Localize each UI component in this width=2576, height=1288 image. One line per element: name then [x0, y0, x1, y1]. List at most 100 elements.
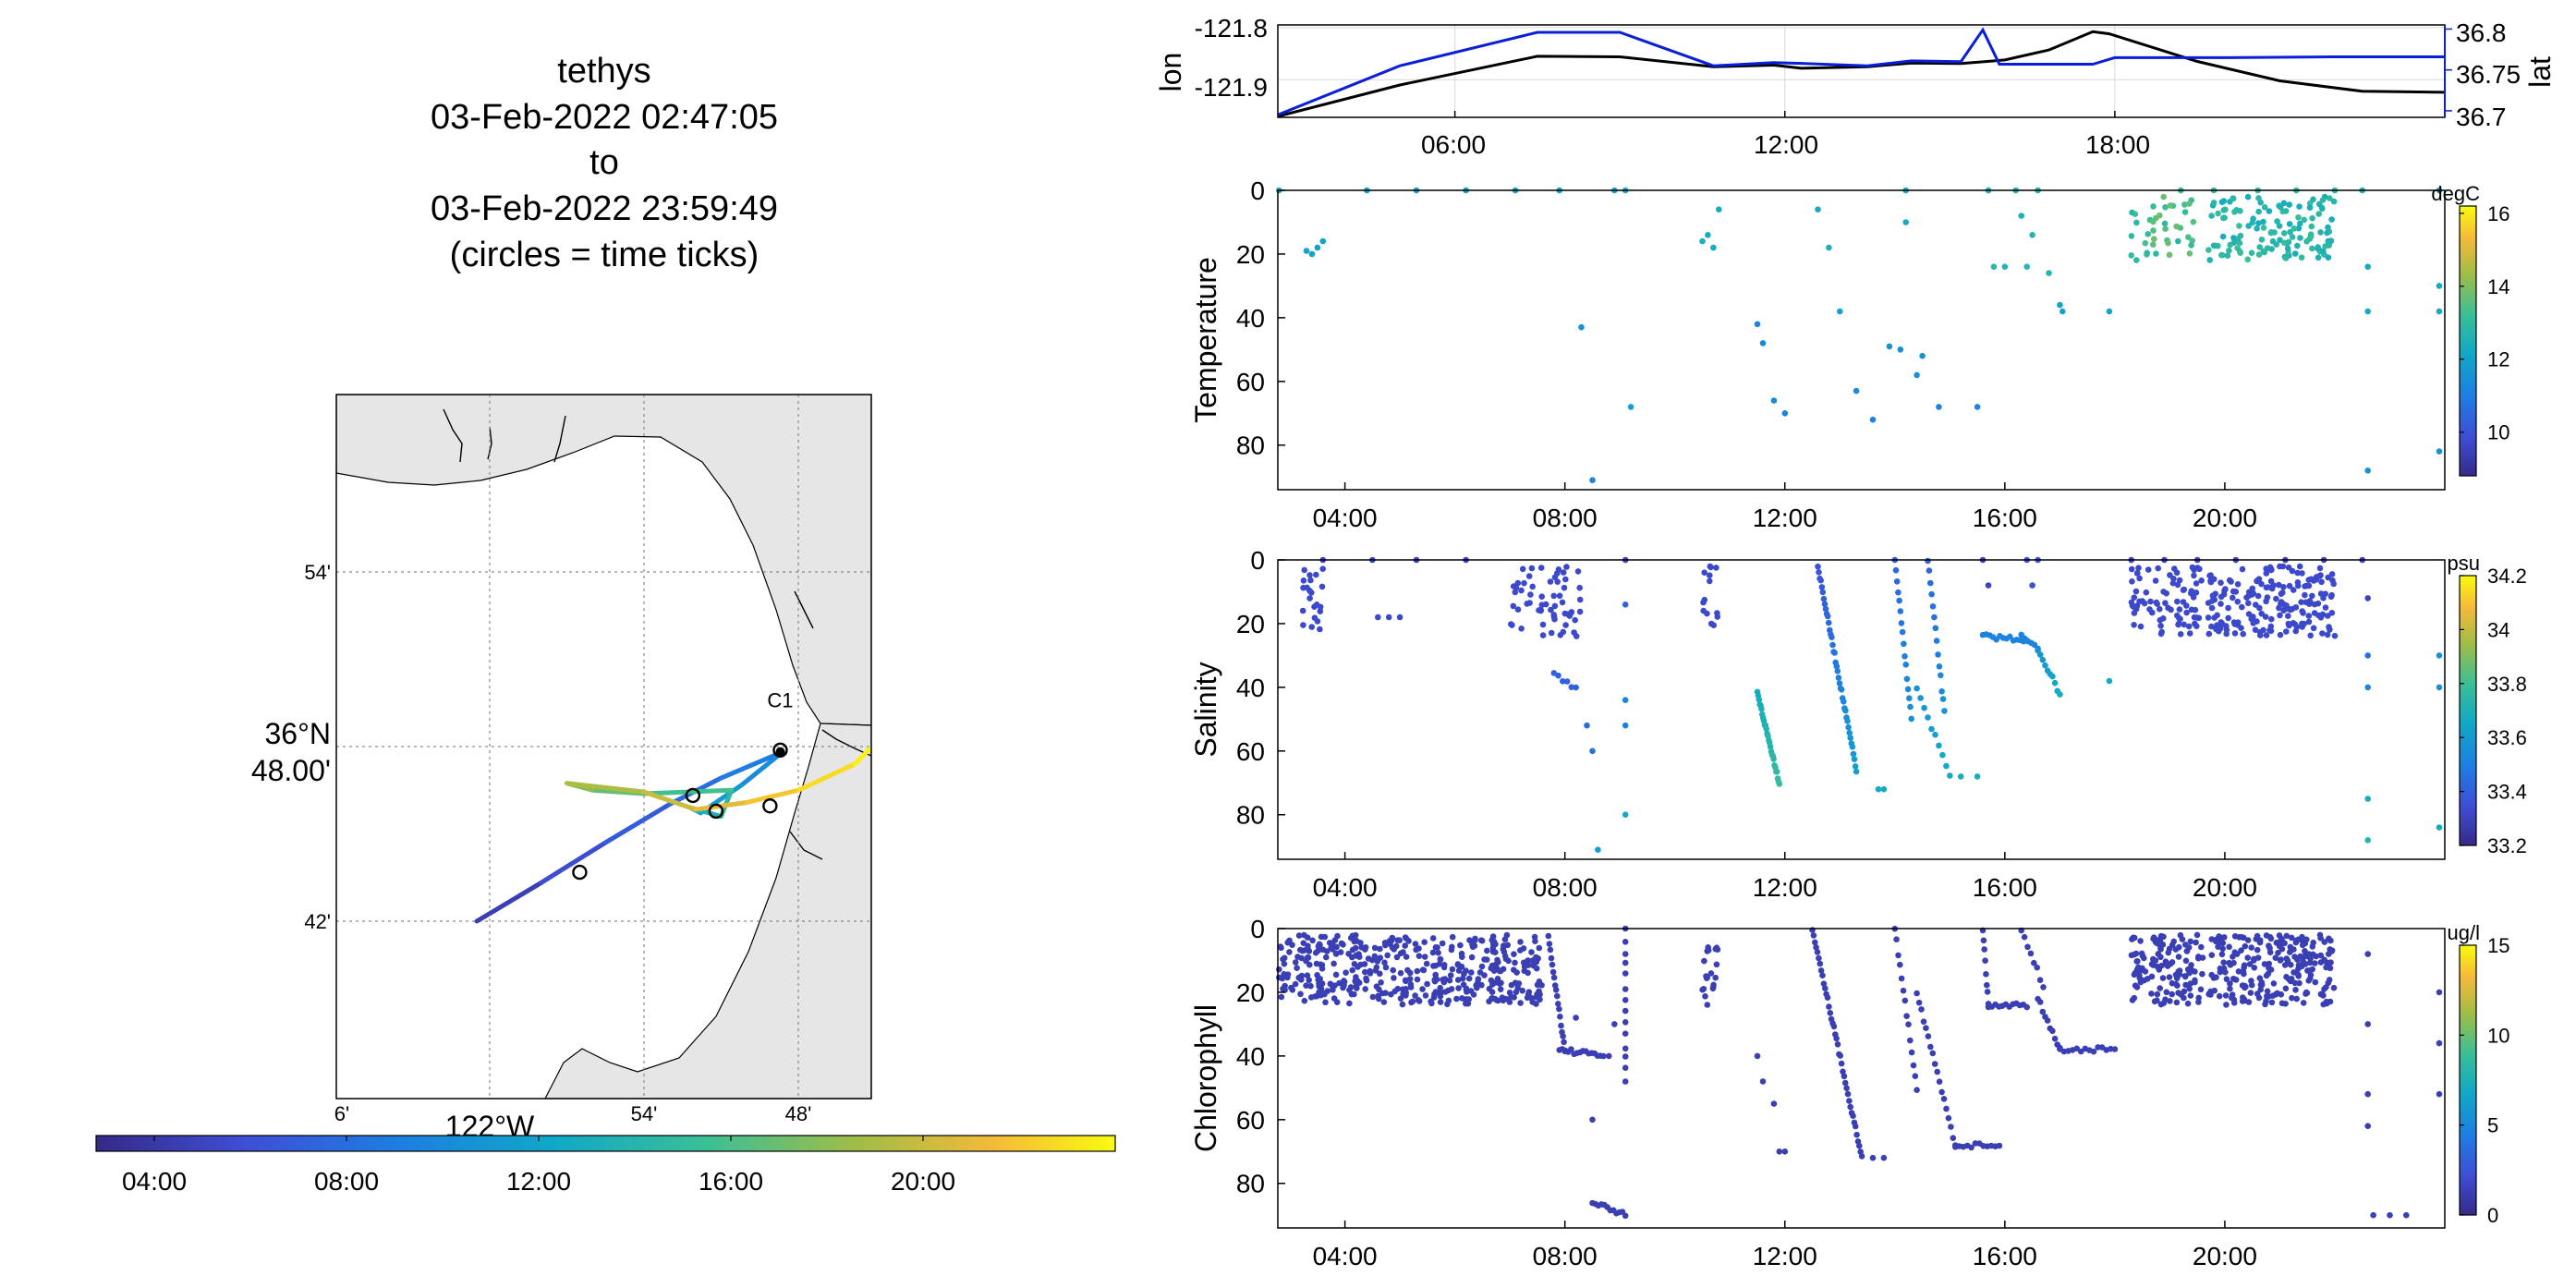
sample-point	[2250, 215, 2256, 222]
sample-point	[1497, 986, 1504, 992]
sample-point	[1306, 572, 1313, 578]
sample-point	[2191, 614, 2198, 621]
sample-point	[2182, 957, 2190, 965]
sample-point	[2292, 937, 2300, 944]
sample-point	[1770, 397, 1778, 404]
sample-point	[1589, 1116, 1596, 1124]
sample-point	[2128, 565, 2135, 573]
sample-point	[2267, 566, 2275, 574]
sample-point	[1852, 763, 1859, 770]
sample-point	[2220, 198, 2228, 204]
section-colorbar-label: 16	[2487, 202, 2509, 225]
sample-point	[1900, 987, 1907, 994]
sample-point	[1363, 975, 1369, 982]
sample-point	[2248, 249, 2255, 257]
sample-point	[2218, 593, 2225, 601]
sample-point	[1521, 579, 1527, 587]
sample-point	[2193, 580, 2200, 587]
sample-point	[1525, 989, 1533, 995]
sample-point	[1402, 942, 1408, 949]
sample-point	[1606, 1052, 1612, 1060]
section-colorbar	[2459, 205, 2477, 477]
sample-point	[2328, 948, 2335, 954]
sample-point	[1282, 982, 1288, 990]
sample-point	[1317, 608, 1324, 614]
sample-point	[1589, 747, 1596, 755]
sample-point	[2254, 225, 2260, 232]
sample-point	[2237, 208, 2243, 214]
sample-point	[1455, 967, 1463, 974]
sample-point	[2218, 251, 2225, 259]
sample-point	[2256, 937, 2264, 943]
sample-point	[1466, 937, 1473, 943]
sample-point	[1622, 959, 1629, 966]
map-lat-tick-48: 48.00'	[251, 754, 331, 787]
sample-point	[2132, 588, 2140, 595]
sample-point	[1353, 952, 1359, 959]
sample-point	[2284, 245, 2291, 252]
sample-point	[2220, 959, 2227, 966]
sample-point	[2239, 982, 2246, 989]
sample-point	[2326, 959, 2332, 966]
sample-point	[1369, 993, 1377, 1001]
sample-point	[2128, 252, 2134, 259]
sample-point	[1561, 584, 1568, 591]
sample-point	[1921, 704, 1927, 711]
sample-point	[2133, 257, 2140, 263]
section-xtick-label: 16:00	[1973, 504, 2037, 532]
sample-point	[1914, 685, 1920, 692]
sample-point	[2297, 953, 2303, 960]
track-segment	[602, 801, 673, 845]
sample-point	[1627, 404, 1634, 410]
sample-point	[2193, 589, 2200, 596]
sample-point	[1549, 968, 1557, 976]
sample-point	[1560, 1033, 1566, 1039]
sample-point	[2188, 962, 2194, 968]
sample-point	[2321, 986, 2327, 992]
sample-point	[1352, 931, 1359, 939]
sample-point	[2326, 624, 2332, 630]
sample-point	[1448, 946, 1455, 954]
sample-point	[1824, 613, 1831, 620]
sample-point	[2189, 237, 2195, 244]
time-colorbar-tick: 08:00	[314, 1167, 379, 1196]
sample-point	[1703, 975, 1710, 981]
sample-point	[2218, 951, 2226, 958]
sample-point	[1489, 941, 1497, 948]
sample-point	[1439, 940, 1446, 947]
sample-point	[1437, 999, 1444, 1005]
sample-point	[1826, 244, 1832, 251]
sample-point	[2187, 938, 2194, 945]
sample-point	[2305, 613, 2313, 619]
sample-point	[1435, 949, 1441, 956]
sample-point	[1622, 1045, 1629, 1052]
sample-point	[1462, 996, 1469, 1003]
sample-point	[2057, 691, 2063, 698]
sample-point	[1488, 995, 1495, 1002]
sample-point	[2258, 580, 2265, 588]
sample-point	[1945, 1114, 1952, 1122]
sample-point	[2364, 468, 2371, 474]
sample-point	[1517, 939, 1524, 945]
sample-point	[1538, 593, 1545, 600]
sample-point	[1510, 583, 1517, 589]
sample-point	[1338, 940, 1345, 947]
sample-point	[1309, 937, 1316, 944]
sample-point	[1475, 976, 1482, 982]
sample-point	[1923, 1025, 1929, 1031]
sample-point	[1539, 632, 1547, 638]
sample-point	[1488, 977, 1495, 984]
sample-point	[2225, 614, 2231, 622]
sample-point	[1712, 974, 1719, 981]
sample-point	[1301, 566, 1307, 574]
sample-point	[1525, 962, 1532, 968]
sample-point	[1314, 244, 1321, 251]
map-lat-deg-label: 36°N	[265, 717, 332, 750]
sample-point	[2174, 581, 2181, 589]
sample-point	[1845, 723, 1852, 731]
sample-point	[1315, 942, 1322, 950]
sample-point	[2029, 232, 2035, 238]
sample-point	[1834, 1041, 1841, 1048]
sample-point	[2275, 949, 2281, 956]
sample-point	[2364, 652, 2371, 659]
